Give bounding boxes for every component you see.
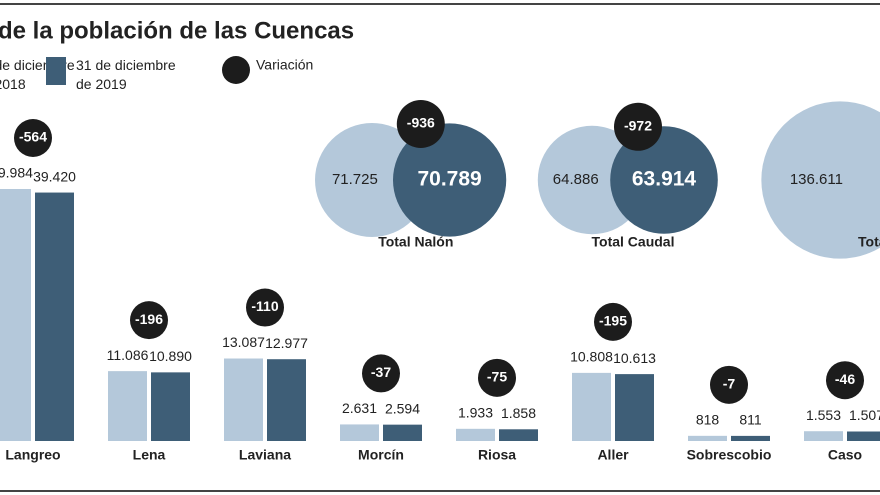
x-tick-label: Caso (828, 447, 862, 463)
value-label: 11.086 (107, 347, 149, 363)
bar (383, 424, 422, 441)
bar (267, 359, 306, 441)
value-label: 64.886 (553, 171, 599, 188)
value-label: 811 (739, 412, 762, 428)
x-tick-label: Riosa (478, 447, 516, 463)
variation-label: -564 (19, 129, 47, 145)
bar (340, 424, 379, 441)
bubble (610, 126, 718, 234)
bar (151, 372, 190, 441)
bar (731, 435, 770, 441)
category-label: Total Nalón (378, 234, 453, 250)
bubble (392, 123, 507, 237)
value-label: 1.507 (849, 407, 880, 423)
variation-badge (14, 119, 52, 157)
bar (688, 435, 727, 441)
legend-label: Variación (256, 57, 313, 73)
value-label: 10.890 (149, 348, 192, 364)
legend-line: 31 de diciembre (76, 57, 176, 73)
variation-badge (594, 302, 632, 341)
value-label: 10.808 (570, 349, 613, 365)
bar (456, 428, 495, 441)
category-label: Total Cuencas (858, 234, 880, 250)
value-label: 1.933 (458, 405, 493, 421)
variation-badge (710, 365, 748, 404)
legend-line: de 2019 (76, 76, 127, 92)
variation-badge (130, 301, 168, 340)
x-tick-label: Lena (133, 447, 166, 463)
bar (615, 374, 654, 441)
value-label: 39.420 (33, 168, 76, 184)
bubble (761, 101, 880, 259)
value-label: 63.914 (632, 168, 697, 191)
value-label: 39.984 (0, 165, 33, 181)
variation-label: -110 (251, 298, 278, 314)
x-tick-label: Sobrescobio (687, 447, 772, 463)
variation-label: -195 (599, 313, 627, 329)
bar (804, 431, 843, 441)
bar (108, 371, 147, 441)
legend-label: 31 de diciembre de 2019 (76, 57, 176, 92)
value-label: 13.087 (222, 334, 265, 350)
category-label: Total Caudal (592, 234, 675, 250)
variation-label: -196 (135, 311, 163, 327)
variation-label: -37 (371, 364, 391, 380)
legend-swatch (46, 57, 66, 85)
legend-line: de 2018 (0, 76, 26, 92)
bubble (315, 123, 429, 237)
variation-badge (478, 358, 516, 397)
value-label: 1.553 (806, 407, 841, 423)
bar (224, 358, 263, 441)
value-label: 10.613 (613, 350, 656, 366)
variation-label: -7 (723, 376, 736, 392)
x-tick-label: Morcín (358, 447, 404, 463)
chart-title: de la población de las Cuencas (0, 17, 354, 44)
value-label: 70.789 (417, 168, 481, 191)
value-label: 136.611 (790, 171, 843, 188)
variation-badge (362, 354, 400, 393)
bar (847, 431, 880, 441)
x-tick-label: Langreo (5, 447, 60, 463)
value-label: 2.631 (342, 400, 377, 416)
value-label: 12.977 (265, 335, 308, 351)
value-label: 71.725 (332, 171, 378, 188)
legend-swatch (222, 56, 250, 84)
variation-badge (396, 100, 445, 149)
variation-badge (614, 102, 663, 151)
variation-badge (826, 361, 864, 400)
variation-label: -972 (624, 117, 652, 133)
bar (0, 189, 31, 441)
x-tick-label: Aller (597, 447, 629, 463)
variation-label: -936 (407, 115, 435, 131)
x-tick-label: Laviana (239, 447, 291, 463)
variation-badge (246, 288, 284, 327)
bar (499, 429, 538, 441)
value-label: 818 (696, 412, 720, 428)
value-label: 1.858 (501, 405, 536, 421)
bar (572, 372, 611, 441)
value-label: 2.594 (385, 400, 420, 416)
bar (35, 192, 74, 441)
variation-label: -46 (835, 371, 855, 387)
variation-label: -75 (487, 369, 507, 385)
